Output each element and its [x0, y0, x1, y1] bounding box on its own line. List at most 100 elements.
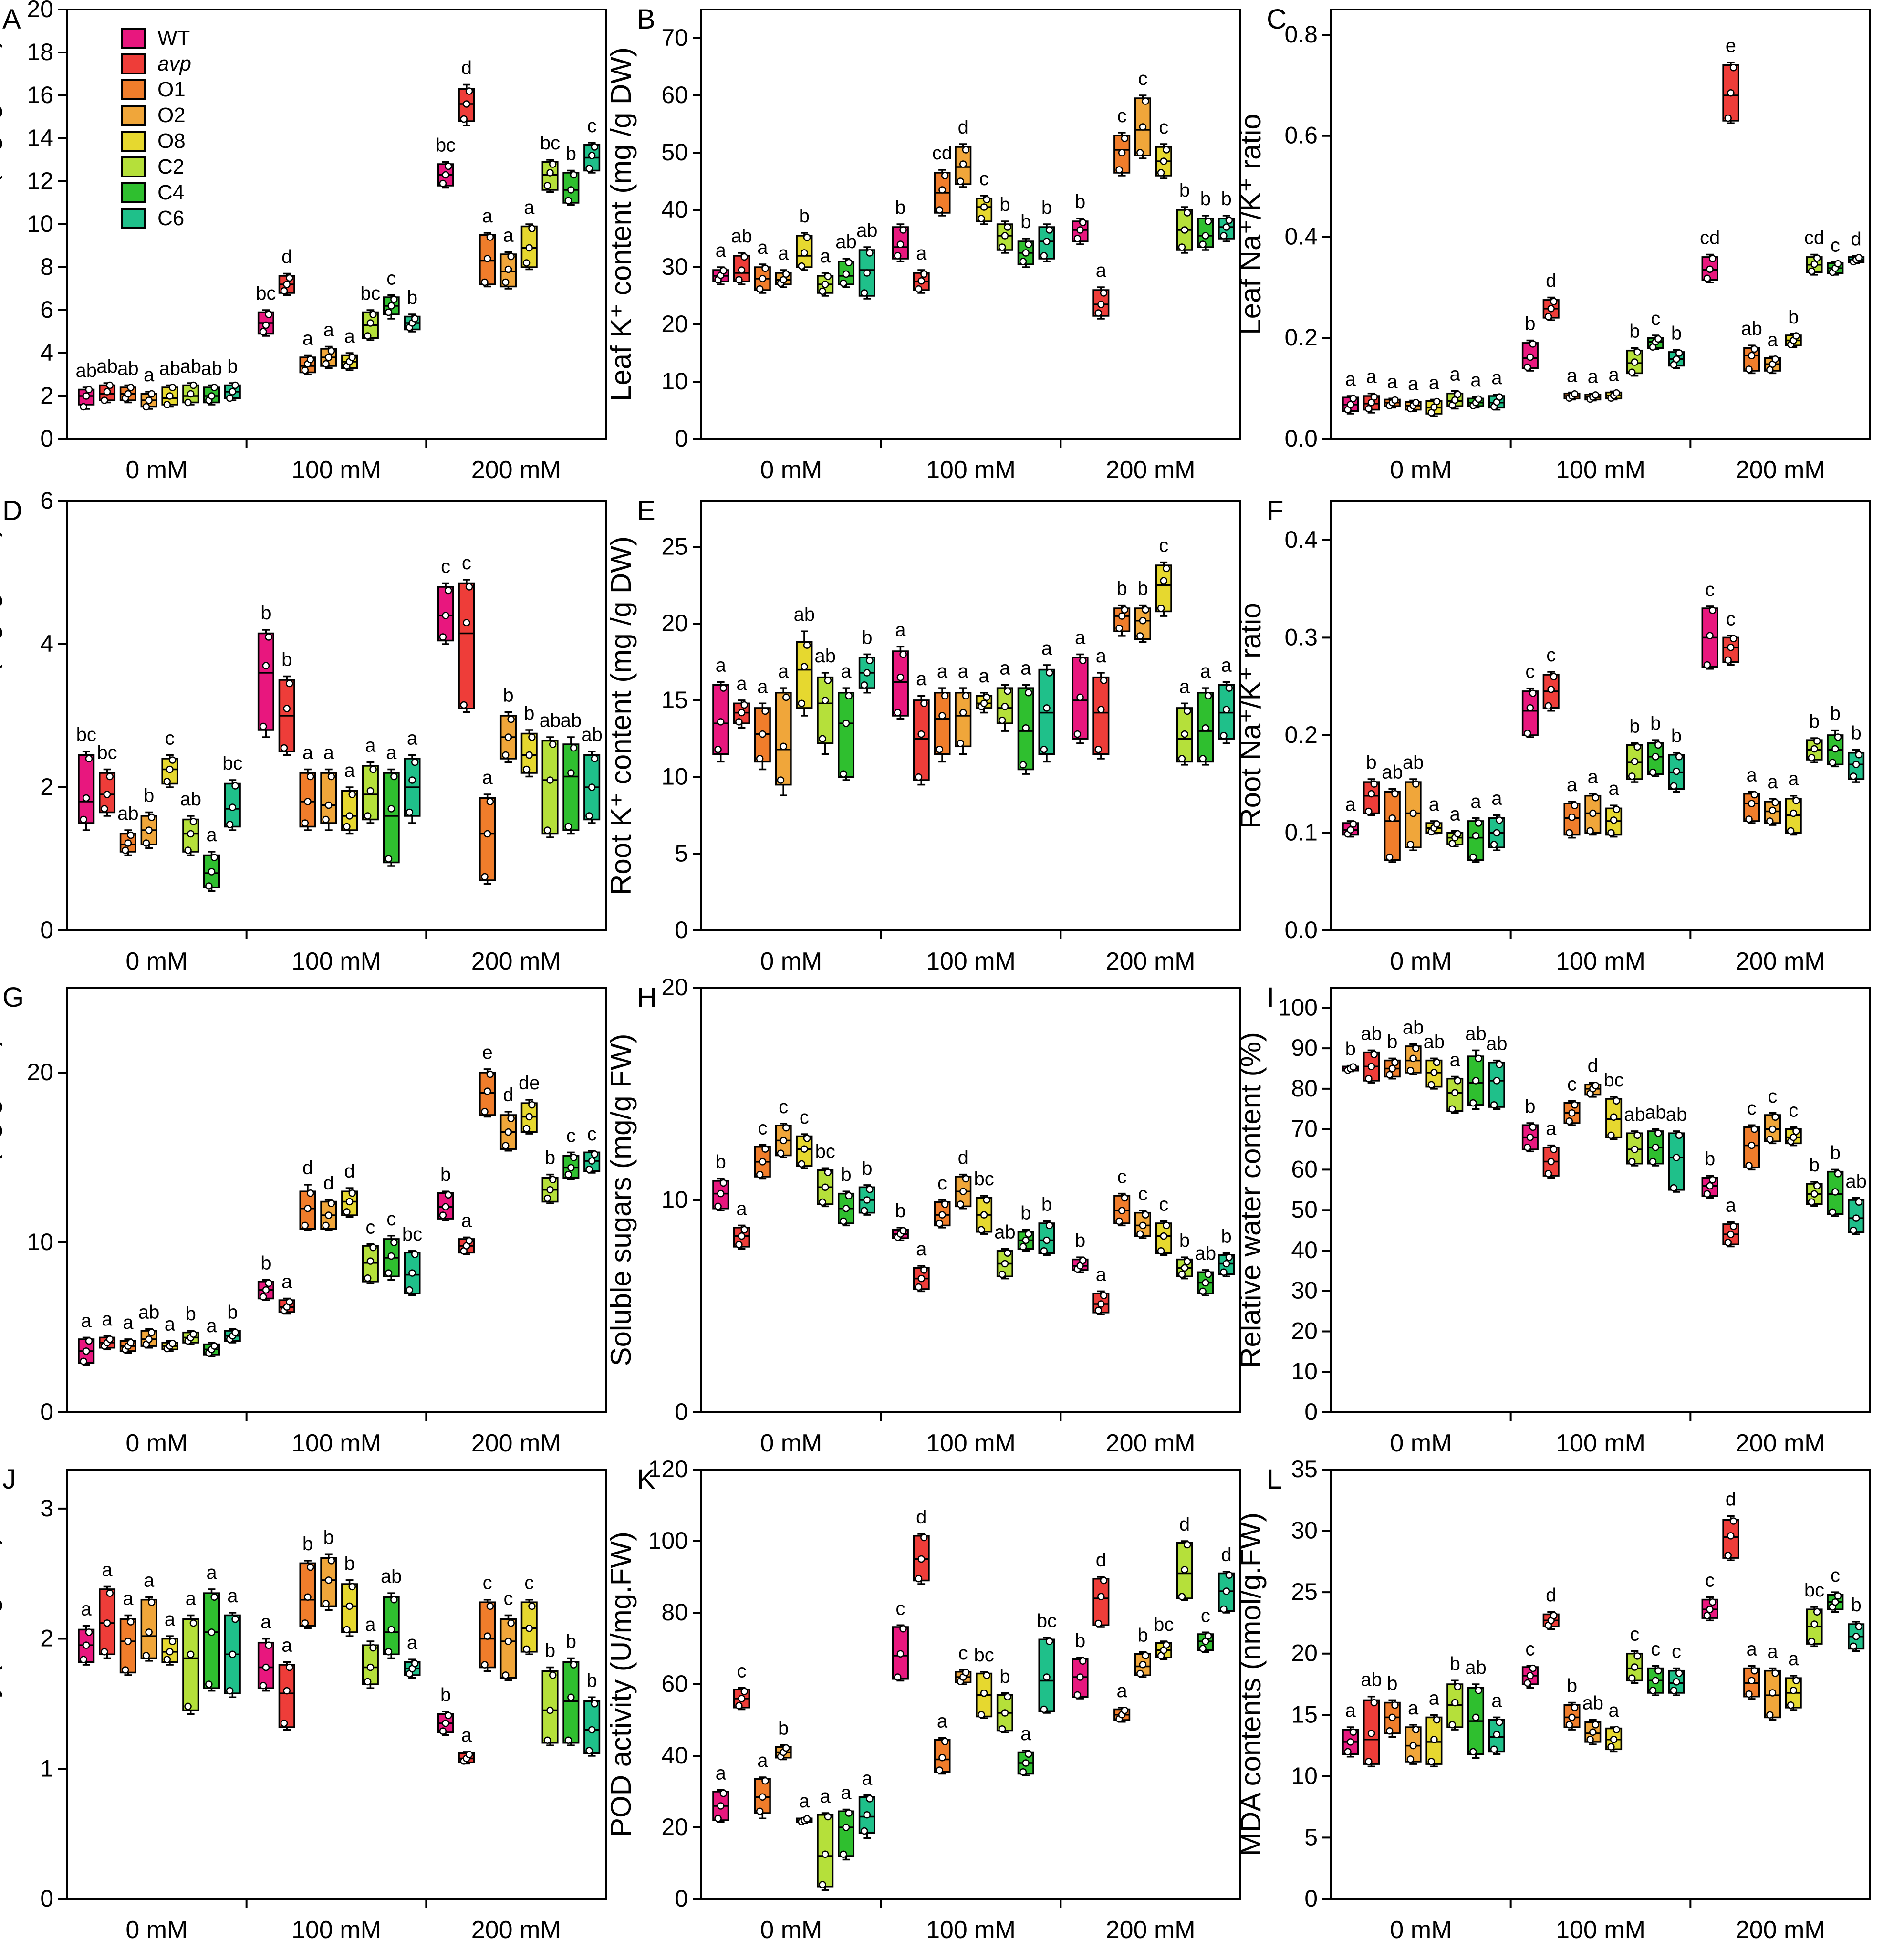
- x-group-label: 0 mM: [1390, 948, 1452, 975]
- box-D-2-2: a: [479, 767, 496, 885]
- legend-swatch: [121, 105, 146, 126]
- data-point: [208, 868, 216, 876]
- box-F-2-1: c: [1722, 608, 1739, 666]
- data-point: [390, 295, 398, 303]
- data-point: [1115, 1217, 1123, 1225]
- data-point: [1708, 606, 1717, 614]
- y-tick-label: 15: [661, 687, 688, 713]
- data-point: [262, 662, 270, 669]
- box-C-2-4: b: [1785, 307, 1802, 348]
- box-I-1-2: c: [1563, 1074, 1581, 1126]
- data-point: [1370, 1051, 1378, 1058]
- data-point: [1724, 1552, 1732, 1559]
- box-G-0-0: a: [78, 1310, 95, 1366]
- significance-letter: a: [1096, 1264, 1107, 1285]
- significance-letter: a: [937, 1711, 948, 1732]
- significance-letter: ab: [180, 356, 201, 377]
- data-point: [1769, 806, 1777, 814]
- data-point: [1406, 1755, 1415, 1763]
- data-point: [1022, 1236, 1030, 1244]
- y-axis-label: Proline content (ug/g.FW): [0, 1037, 2, 1363]
- x-group-label: 100 mM: [926, 456, 1016, 484]
- data-point: [1769, 1125, 1777, 1133]
- box-B-2-1: a: [1092, 260, 1110, 320]
- box-G-2-4: de: [519, 1073, 540, 1135]
- box-C-1-3: a: [1584, 366, 1602, 403]
- box-D-1-7: a: [404, 728, 421, 824]
- significance-letter: b: [1179, 180, 1190, 201]
- data-point: [1490, 841, 1498, 848]
- data-point: [1204, 218, 1212, 225]
- box: [458, 582, 475, 709]
- significance-letter: a: [1588, 366, 1599, 387]
- data-point: [1427, 1758, 1435, 1765]
- significance-letter: b: [524, 703, 534, 724]
- significance-letter: b: [799, 206, 810, 227]
- data-point: [1727, 89, 1735, 97]
- box-J-0-1: a: [99, 1559, 116, 1659]
- data-point: [1022, 724, 1030, 732]
- data-point: [1607, 829, 1615, 837]
- data-point: [1385, 1727, 1394, 1735]
- data-point: [980, 203, 988, 211]
- box-L-0-1: ab: [1361, 1669, 1382, 1768]
- significance-letter: a: [165, 1609, 176, 1630]
- data-point: [1370, 393, 1378, 401]
- data-point: [1673, 1678, 1680, 1686]
- data-point: [714, 1202, 722, 1210]
- y-axis-label: CAT activity (U/mg.FW): [0, 1535, 2, 1833]
- significance-letter: b: [1809, 711, 1820, 732]
- box-B-1-7: b: [1038, 197, 1055, 262]
- data-point: [1139, 123, 1147, 131]
- significance-letter: c: [1525, 661, 1535, 682]
- data-point: [187, 390, 195, 398]
- box-I-0-0: b: [1342, 1039, 1359, 1074]
- data-point: [1121, 135, 1129, 142]
- significance-letter: c: [1525, 1638, 1535, 1659]
- box-J-1-4: b: [341, 1553, 358, 1637]
- box-H-0-3: c: [775, 1096, 792, 1158]
- x-group-label: 0 mM: [760, 1916, 822, 1940]
- data-point: [265, 1641, 272, 1649]
- y-tick-label: 0.6: [1284, 122, 1318, 149]
- data-point: [1675, 1669, 1683, 1677]
- significance-letter: c: [386, 268, 396, 289]
- significance-letter: b: [186, 1304, 196, 1325]
- data-point: [168, 384, 177, 391]
- data-point: [1025, 1750, 1032, 1758]
- box-A-2-1: d: [458, 58, 475, 126]
- data-point: [1766, 817, 1774, 825]
- data-point: [860, 289, 868, 297]
- significance-letter: b: [1041, 1194, 1052, 1215]
- data-point: [896, 1650, 905, 1658]
- data-point: [507, 1115, 515, 1122]
- box: [1155, 564, 1172, 613]
- significance-letter: a: [1387, 371, 1398, 392]
- data-point: [782, 270, 790, 278]
- y-tick-label: 70: [1291, 1116, 1318, 1142]
- data-point: [1727, 1231, 1735, 1238]
- significance-letter: cd: [1804, 228, 1824, 249]
- data-point: [1808, 1198, 1816, 1206]
- data-point: [1022, 249, 1030, 257]
- box-H-0-2: c: [754, 1117, 771, 1180]
- box-C-0-4: a: [1425, 372, 1443, 417]
- box: [1668, 1132, 1685, 1191]
- data-point: [1160, 1232, 1168, 1240]
- box-H-1-2: c: [934, 1173, 951, 1229]
- significance-letter: ab: [1195, 1243, 1217, 1264]
- data-point: [210, 1342, 218, 1350]
- box-E-2-0: a: [1072, 627, 1089, 744]
- significance-letter: b: [227, 356, 238, 377]
- significance-letter: a: [144, 1570, 155, 1591]
- data-point: [1493, 1077, 1501, 1085]
- data-point: [920, 270, 928, 278]
- data-point: [502, 751, 510, 759]
- y-tick-label: 0: [40, 425, 53, 452]
- data-point: [1183, 1541, 1191, 1549]
- significance-letter: a: [1450, 803, 1461, 824]
- data-point: [1771, 1113, 1779, 1121]
- significance-letter: b: [1221, 188, 1232, 209]
- panel-letter-D: D: [2, 495, 22, 526]
